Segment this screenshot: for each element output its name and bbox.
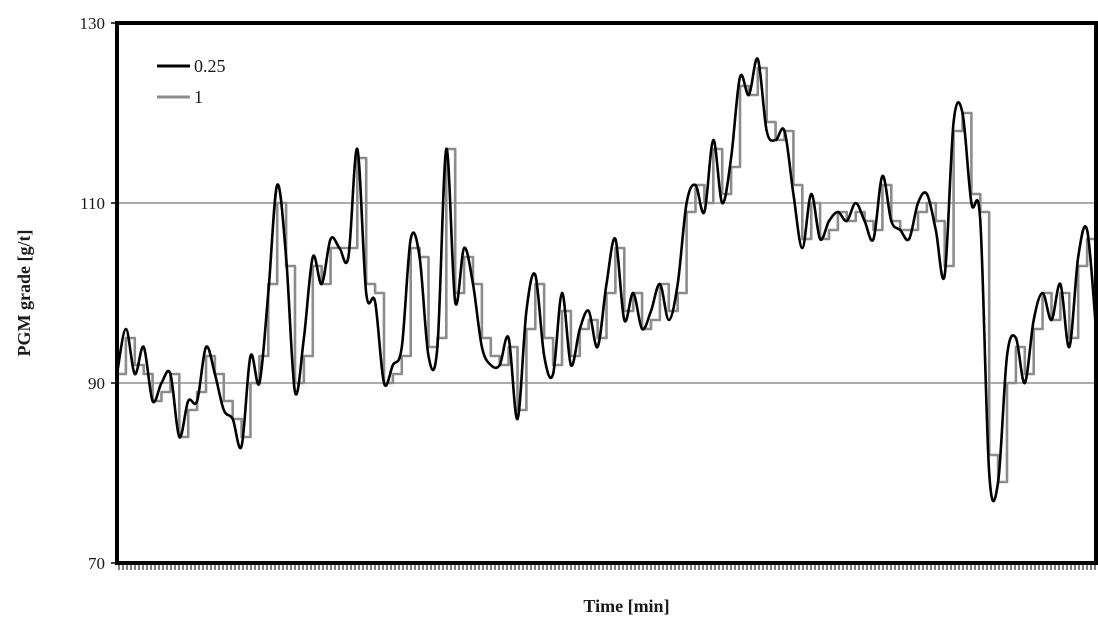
legend-label-1: 1: [194, 87, 203, 107]
y-axis-title: PGM grade [g/t]: [14, 230, 34, 357]
series-line-1: [117, 66, 1098, 484]
series-layer: [115, 57, 1098, 503]
y-tick-label-70: 70: [88, 554, 105, 573]
y-tick-label-130: 130: [80, 14, 106, 33]
y-tick-label-110: 110: [80, 194, 105, 213]
legend-label-0.25: 0.25: [194, 56, 226, 76]
y-tick-label-90: 90: [88, 374, 105, 393]
x-axis-title: Time [min]: [583, 596, 669, 616]
plot-frame: [115, 21, 1098, 565]
legend: 0.25 1: [157, 56, 226, 107]
series-line-0.25: [115, 57, 1098, 503]
y-axis-ticks: 70 90 110 130: [80, 14, 117, 573]
